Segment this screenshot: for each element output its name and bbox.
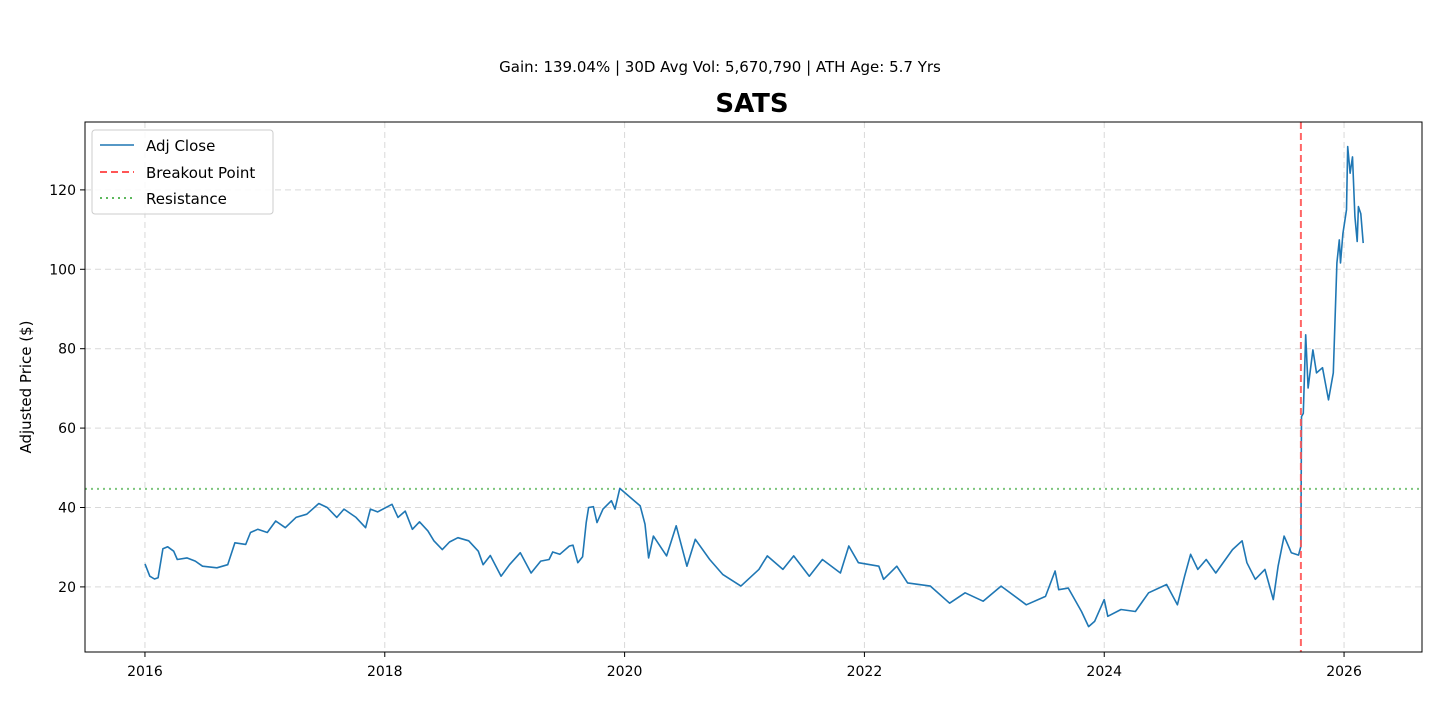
legend-resistance-label: Resistance (146, 190, 227, 208)
y-tick-label: 80 (58, 342, 76, 358)
x-tick-label: 2024 (1086, 664, 1122, 680)
y-tick-label: 40 (58, 500, 76, 516)
y-axis-label: Adjusted Price ($) (17, 320, 35, 453)
y-tick-label: 100 (49, 262, 76, 278)
x-tick-label: 2026 (1326, 664, 1362, 680)
y-tick-label: 60 (58, 421, 76, 437)
chart-title: SATS (715, 89, 788, 119)
adj-close-line (144, 145, 1364, 628)
legend-box (91, 129, 274, 215)
x-tick-label: 2018 (367, 664, 403, 680)
legend: Adj Close Breakout Point Resistance (91, 129, 274, 215)
x-tick-label: 2016 (127, 664, 163, 680)
x-axis: 2016 2018 2020 2022 2024 2026 (127, 652, 1362, 680)
legend-breakout-label: Breakout Point (146, 164, 255, 182)
chart-subtitle: Gain: 139.04% | 30D Avg Vol: 5,670,790 |… (499, 58, 941, 76)
y-tick-label: 20 (58, 580, 76, 596)
x-tick-label: 2020 (607, 664, 643, 680)
x-tick-label: 2022 (847, 664, 883, 680)
grid-lines (85, 122, 1422, 652)
y-tick-label: 120 (49, 183, 76, 199)
plot-frame (84, 121, 1423, 653)
legend-adj-close-label: Adj Close (146, 137, 215, 155)
y-axis: 20 40 60 80 100 120 (49, 183, 85, 596)
